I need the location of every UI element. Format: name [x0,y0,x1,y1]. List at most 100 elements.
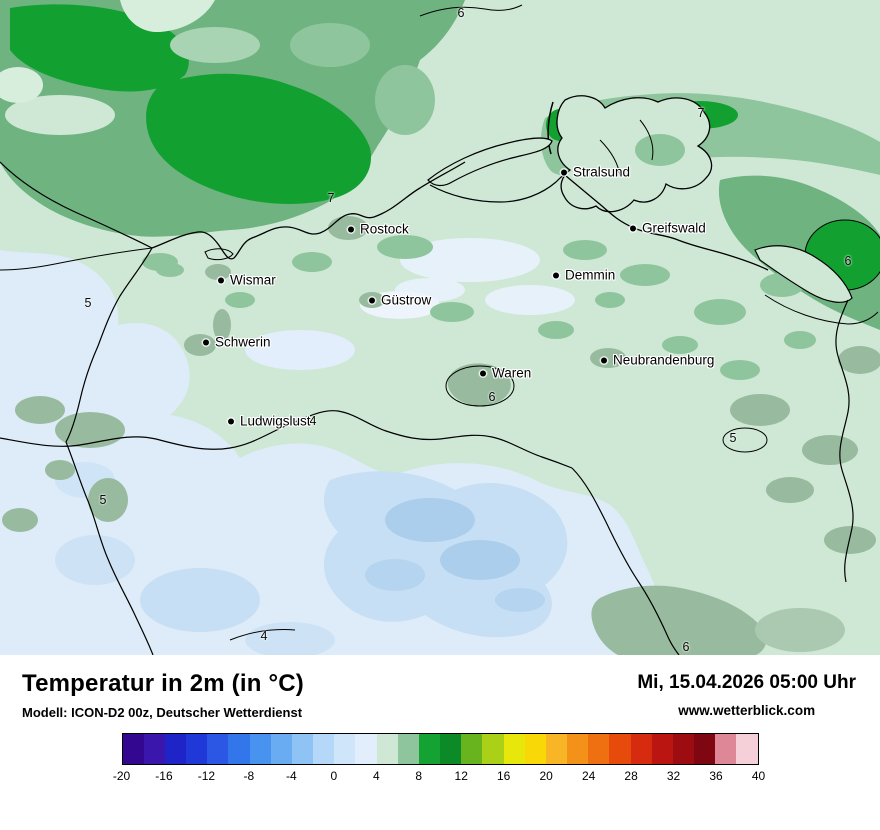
colorbar-tick-label: 4 [372,769,380,783]
city-label: Stralsund [573,164,631,180]
colorbar-tick-label: 24 [581,769,596,783]
colorbar-segments [121,733,759,765]
city-dot [369,297,375,303]
contour-label: 6 [488,390,496,404]
city-label: Güstrow [381,292,432,308]
city-dot [203,339,209,345]
city-marker-demmin: Demmin [553,268,615,283]
colorbar-tick-label: -8 [243,769,255,783]
map-footer: Temperatur in 2m (in °C) Modell: ICON-D2… [0,655,880,830]
colorbar-segment [376,734,398,764]
colorbar-tick-label: 32 [666,769,681,783]
city-label: Demmin [565,267,616,283]
city-label: Rostock [360,221,409,237]
colorbar-segment [588,734,610,764]
map-coastlines [0,4,854,655]
colorbar-tick-label: 40 [751,769,766,783]
city-label: Waren [492,365,532,381]
website-link[interactable]: www.wetterblick.com [678,703,816,718]
colorbar-tick-label: 36 [709,769,723,783]
colorbar-segment [672,734,695,764]
city-marker-ludwigslust: Ludwigslust [228,414,311,429]
colorbar-tick-label: 0 [330,769,338,783]
colorbar-tick-label: -20 [112,769,131,783]
colorbar-tick-label: -4 [286,769,297,783]
contour-label: 7 [697,106,705,120]
colorbar-tick-label: -12 [197,769,216,783]
colorbar-tick-label: 8 [415,769,423,783]
colorbar-tick-label: 12 [454,769,468,783]
map-islands [204,95,879,325]
city-label: Ludwigslust [240,413,311,429]
colorbar-segment [440,734,462,764]
page-title: Temperatur in 2m (in °C) [22,670,304,697]
city-label: Neubrandenburg [613,352,715,368]
city-dot [218,277,224,283]
city-marker-wismar: Wismar [218,273,276,288]
colorbar-segment [524,734,546,764]
datetime-block: Mi, 15.04.2026 05:00 Uhr www.wetterblick… [637,670,856,718]
colorbar-tick-label: 16 [497,769,511,783]
contour-label: 6 [682,640,690,654]
city-marker-neubrandenburg: Neubrandenburg [601,353,714,368]
colorbar-segment [545,734,568,764]
contour-label: 6 [844,254,852,268]
contour-label: 5 [84,296,92,310]
map-graphic [0,0,880,655]
colorbar-segment [397,734,419,764]
colorbar-segment [164,734,187,764]
colorbar-segment [461,734,483,764]
colorbar-segment [249,734,271,764]
colorbar-segment [651,734,673,764]
city-dot [228,418,234,424]
colorbar-segment [270,734,292,764]
colorbar-segment [228,734,250,764]
colorbar-tick-label: 20 [539,769,553,783]
city-label: Schwerin [215,334,271,350]
city-dot [480,370,486,376]
colorbar-segment [207,734,229,764]
colorbar-segment [355,734,377,764]
colorbar-segment [694,734,716,764]
contour-label: 6 [457,6,465,20]
map-urban-patches [2,216,880,655]
colorbar-segment [418,734,441,764]
colorbar-segment [736,734,758,764]
colorbar-segment [503,734,525,764]
colorbar-ticks: -20 -16 -12 -8 -4 0 4 8 12 16 20 24 28 32 36 40 [113,769,765,785]
city-marker-waren: Waren [480,366,531,381]
colorbar-segment [609,734,631,764]
city-marker-schwerin: Schwerin [203,335,271,350]
city-dot [348,226,354,232]
city-dot [553,272,559,278]
city-label: Greifswald [642,220,706,236]
model-info: Modell: ICON-D2 00z, Deutscher Wetterdie… [22,705,303,720]
colorbar-segment [630,734,652,764]
colorbar-segment [715,734,737,764]
temperature-colorbar: -20 -16 -12 -8 -4 0 4 8 12 16 20 24 28 32 36 40 [113,733,765,785]
colorbar-segment [482,734,504,764]
contour-label: 4 [260,629,268,643]
colorbar-segment [291,734,314,764]
valid-datetime: Mi, 15.04.2026 05:00 Uhr [637,672,856,693]
map-sea-region [0,0,880,330]
colorbar-tick-label: 28 [624,769,638,783]
title-block: Temperatur in 2m (in °C) Modell: ICON-D2… [22,670,304,720]
city-marker-greifswald: Greifswald [630,221,706,236]
city-marker-stralsund: Stralsund [561,165,630,180]
city-label: Wismar [230,272,276,288]
footer-header: Temperatur in 2m (in °C) Modell: ICON-D2… [0,655,880,720]
colorbar-segment [313,734,335,764]
city-dot [630,225,636,231]
contour-label: 4 [309,414,317,428]
colorbar-segment [186,734,208,764]
contour-label: 7 [327,191,335,205]
contour-label: 5 [729,431,737,445]
colorbar-segment [122,734,144,764]
city-dot [561,169,567,175]
colorbar-segment [567,734,589,764]
map-cool-region [0,238,673,655]
city-dot [601,357,607,363]
temperature-map: Stralsund Greifswald Rostock Wismar Demm… [0,0,880,655]
